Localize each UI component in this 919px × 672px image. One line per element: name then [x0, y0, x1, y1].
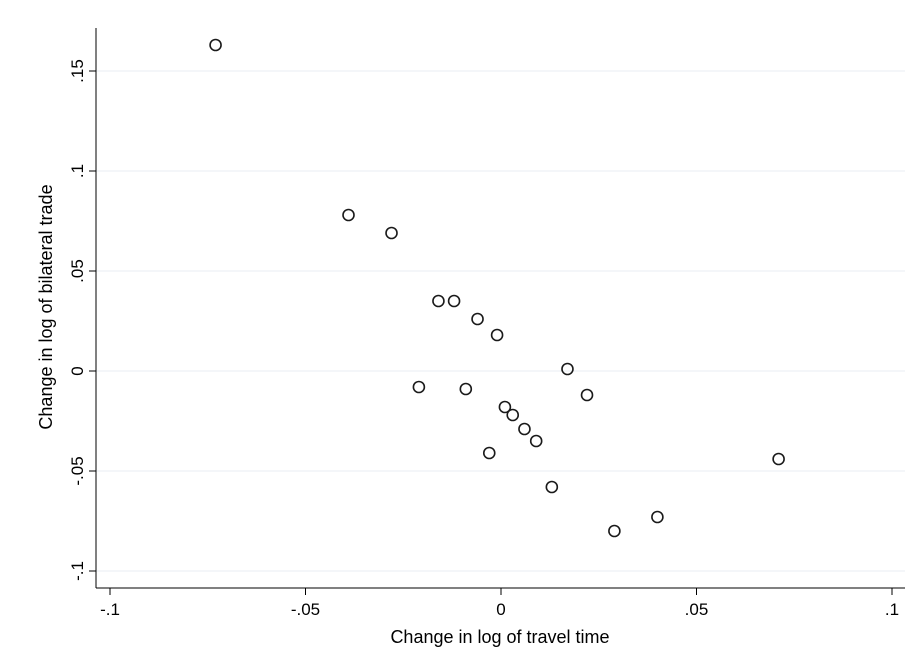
data-point	[490, 328, 504, 342]
data-point	[482, 446, 496, 460]
data-point	[459, 382, 473, 396]
y-tick-label: .15	[68, 59, 87, 83]
x-axis-label: Change in log of travel time	[390, 627, 609, 647]
data-point	[412, 380, 426, 394]
y-tick-label: -.05	[68, 456, 87, 485]
data-point	[580, 388, 594, 402]
x-tick-label: 0	[496, 600, 505, 619]
x-tick-label: .05	[685, 600, 709, 619]
data-point	[209, 38, 222, 52]
x-axis-ticks: -.1 -.05 0 .05 .1	[100, 588, 899, 619]
x-tick-label: -.1	[100, 600, 120, 619]
data-point	[545, 480, 559, 494]
y-tick-label: .05	[68, 259, 87, 283]
y-axis-label: Change in log of bilateral trade	[36, 184, 56, 429]
data-point	[342, 208, 355, 222]
data-point	[385, 226, 398, 240]
data-point	[447, 294, 461, 308]
x-tick-label: -.05	[291, 600, 320, 619]
data-point	[432, 294, 445, 308]
y-axis-ticks: -.1 -.05 0 .05 .1 .15	[68, 59, 96, 581]
y-tick-label: 0	[68, 366, 87, 375]
data-point	[651, 510, 664, 524]
data-point	[608, 524, 621, 538]
data-points	[209, 38, 785, 538]
gridlines	[96, 70, 905, 572]
data-point	[529, 434, 543, 448]
data-point	[498, 400, 512, 414]
y-tick-label: .1	[68, 164, 87, 178]
data-point	[772, 452, 785, 466]
data-point	[506, 408, 520, 422]
y-tick-label: -.1	[68, 561, 87, 581]
data-point	[561, 362, 574, 376]
data-point	[518, 422, 531, 436]
data-point	[471, 312, 484, 326]
x-tick-label: .1	[885, 600, 899, 619]
